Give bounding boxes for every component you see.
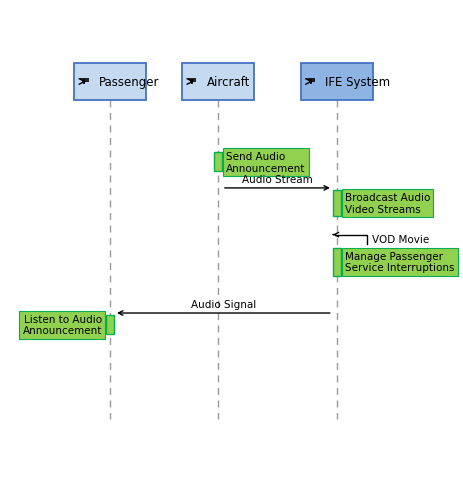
Text: Audio Signal: Audio Signal [190, 300, 256, 310]
FancyBboxPatch shape [74, 64, 146, 101]
Text: Aircraft: Aircraft [206, 76, 250, 89]
Text: Listen to Audio
Announcement: Listen to Audio Announcement [22, 314, 102, 336]
Text: Audio Stream: Audio Stream [242, 175, 312, 185]
Text: Broadcast Audio
Video Streams: Broadcast Audio Video Streams [344, 193, 429, 214]
FancyBboxPatch shape [213, 153, 221, 172]
FancyBboxPatch shape [332, 248, 340, 276]
Text: Send Audio
Announcement: Send Audio Announcement [226, 151, 305, 173]
Text: Passenger: Passenger [99, 76, 159, 89]
Text: VOD Movie: VOD Movie [371, 235, 428, 245]
Text: Manage Passenger
Service Interruptions: Manage Passenger Service Interruptions [344, 251, 453, 273]
FancyBboxPatch shape [106, 315, 114, 334]
FancyBboxPatch shape [332, 190, 340, 216]
FancyBboxPatch shape [300, 64, 372, 101]
Text: IFE System: IFE System [325, 76, 389, 89]
FancyBboxPatch shape [181, 64, 253, 101]
